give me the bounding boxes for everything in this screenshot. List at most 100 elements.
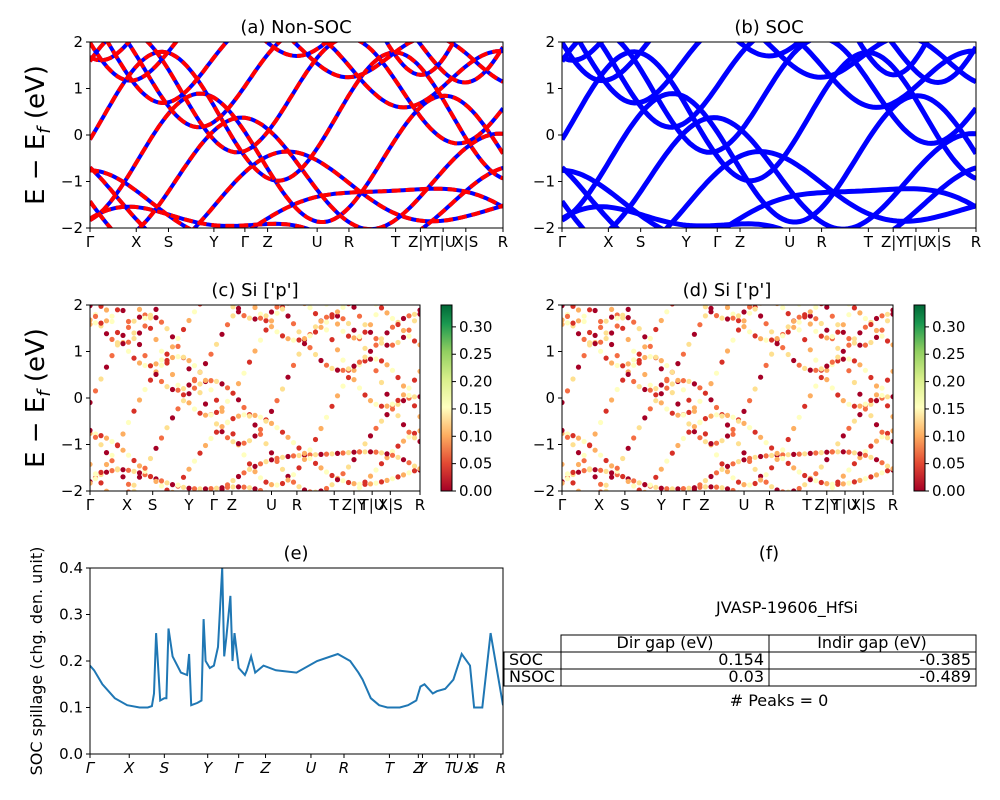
ytick-label: 2 xyxy=(545,296,555,314)
band-point xyxy=(785,460,791,466)
band-point xyxy=(191,486,198,491)
band-point xyxy=(868,397,874,403)
table-nsoc-indir: -0.489 xyxy=(919,667,971,686)
band-point xyxy=(252,469,258,475)
band-point xyxy=(785,311,791,317)
band-point xyxy=(642,386,648,393)
band-point xyxy=(411,311,418,317)
xtick-label: S xyxy=(620,496,630,514)
band-point xyxy=(98,480,104,486)
band-point xyxy=(741,408,747,414)
band-point xyxy=(368,299,373,304)
panel-c-colorbar-ticks: 0.00 0.05 0.10 0.15 0.20 0.25 0.30 xyxy=(452,318,492,500)
band-point xyxy=(873,422,880,428)
band-point xyxy=(400,383,407,389)
band-point xyxy=(730,431,736,437)
band-point xyxy=(730,461,736,467)
band-point xyxy=(603,355,609,361)
band-point xyxy=(312,311,319,317)
band-point xyxy=(175,263,180,268)
band-point xyxy=(323,314,330,320)
table-label-nsoc: NSOC xyxy=(509,667,555,686)
band-point xyxy=(351,449,357,455)
band-point xyxy=(813,367,819,373)
band-point xyxy=(114,340,121,346)
band-point xyxy=(158,435,165,441)
panel-a-yticks: 2 1 0 −1 −2 xyxy=(61,33,90,237)
panel-a: (a) Non-SOC 210−1−2 Γ X S Y Γ Z U R T Z|YT|UX|S R xyxy=(61,17,508,251)
ytick-label: 2 xyxy=(545,33,555,51)
band-point xyxy=(664,281,669,286)
band-point xyxy=(142,465,148,471)
band-point xyxy=(351,481,357,487)
xtick-label: Γ xyxy=(86,496,95,514)
band-point xyxy=(389,449,396,455)
band-point xyxy=(747,310,753,316)
xtick-label: R xyxy=(292,496,302,514)
band-point xyxy=(593,292,598,297)
band-point xyxy=(857,342,863,348)
band-point xyxy=(202,486,209,491)
band-point xyxy=(312,351,319,358)
band-point xyxy=(417,466,420,472)
band-point xyxy=(268,318,275,324)
band-point xyxy=(367,433,374,439)
band-point xyxy=(753,242,758,247)
band-point xyxy=(318,324,324,330)
band-point xyxy=(98,376,104,382)
band-point xyxy=(257,311,264,317)
band-point xyxy=(279,333,286,339)
band-point xyxy=(692,502,697,507)
ytick-label: −1 xyxy=(533,436,555,454)
band-point xyxy=(268,309,275,315)
band-point xyxy=(780,452,786,458)
band-point xyxy=(669,390,675,396)
band-point xyxy=(752,480,758,487)
band-point xyxy=(411,468,418,474)
band-point xyxy=(868,321,874,328)
band-point xyxy=(109,458,115,464)
band-point xyxy=(241,470,247,476)
band-point xyxy=(109,313,115,319)
band-point xyxy=(197,501,202,506)
band-point xyxy=(109,293,114,298)
band-point xyxy=(285,434,291,440)
band-point xyxy=(175,382,181,388)
band-point xyxy=(351,305,357,310)
band-point xyxy=(620,455,626,462)
band-point xyxy=(730,311,736,317)
band-point xyxy=(724,316,731,322)
band-point xyxy=(400,334,407,340)
band-point xyxy=(763,440,769,446)
band-point xyxy=(224,322,231,328)
band-point xyxy=(131,318,137,324)
band-point xyxy=(103,435,110,441)
band-point xyxy=(890,428,893,434)
band-point xyxy=(686,341,692,347)
band-point xyxy=(562,321,565,327)
band-point xyxy=(719,466,725,472)
band-point xyxy=(824,561,829,566)
band-point xyxy=(395,443,401,449)
band-point xyxy=(862,367,869,373)
band-point xyxy=(785,452,791,458)
band-point xyxy=(857,286,862,291)
panel-b-bands xyxy=(562,42,976,228)
band-point xyxy=(90,427,93,433)
ytick-label: 0.2 xyxy=(59,652,83,670)
band-point xyxy=(593,300,598,305)
band-point xyxy=(103,450,110,456)
band-point xyxy=(863,272,868,277)
band-point xyxy=(691,486,697,491)
band-point xyxy=(406,434,412,440)
band-point xyxy=(120,474,126,480)
band-point xyxy=(708,484,714,490)
band-point xyxy=(846,356,852,362)
band-point xyxy=(769,329,775,335)
band-point xyxy=(669,381,675,387)
band-point xyxy=(813,557,818,562)
band-point xyxy=(219,405,225,411)
band-point xyxy=(785,329,791,335)
band-point xyxy=(862,324,869,330)
band-point xyxy=(658,391,664,397)
